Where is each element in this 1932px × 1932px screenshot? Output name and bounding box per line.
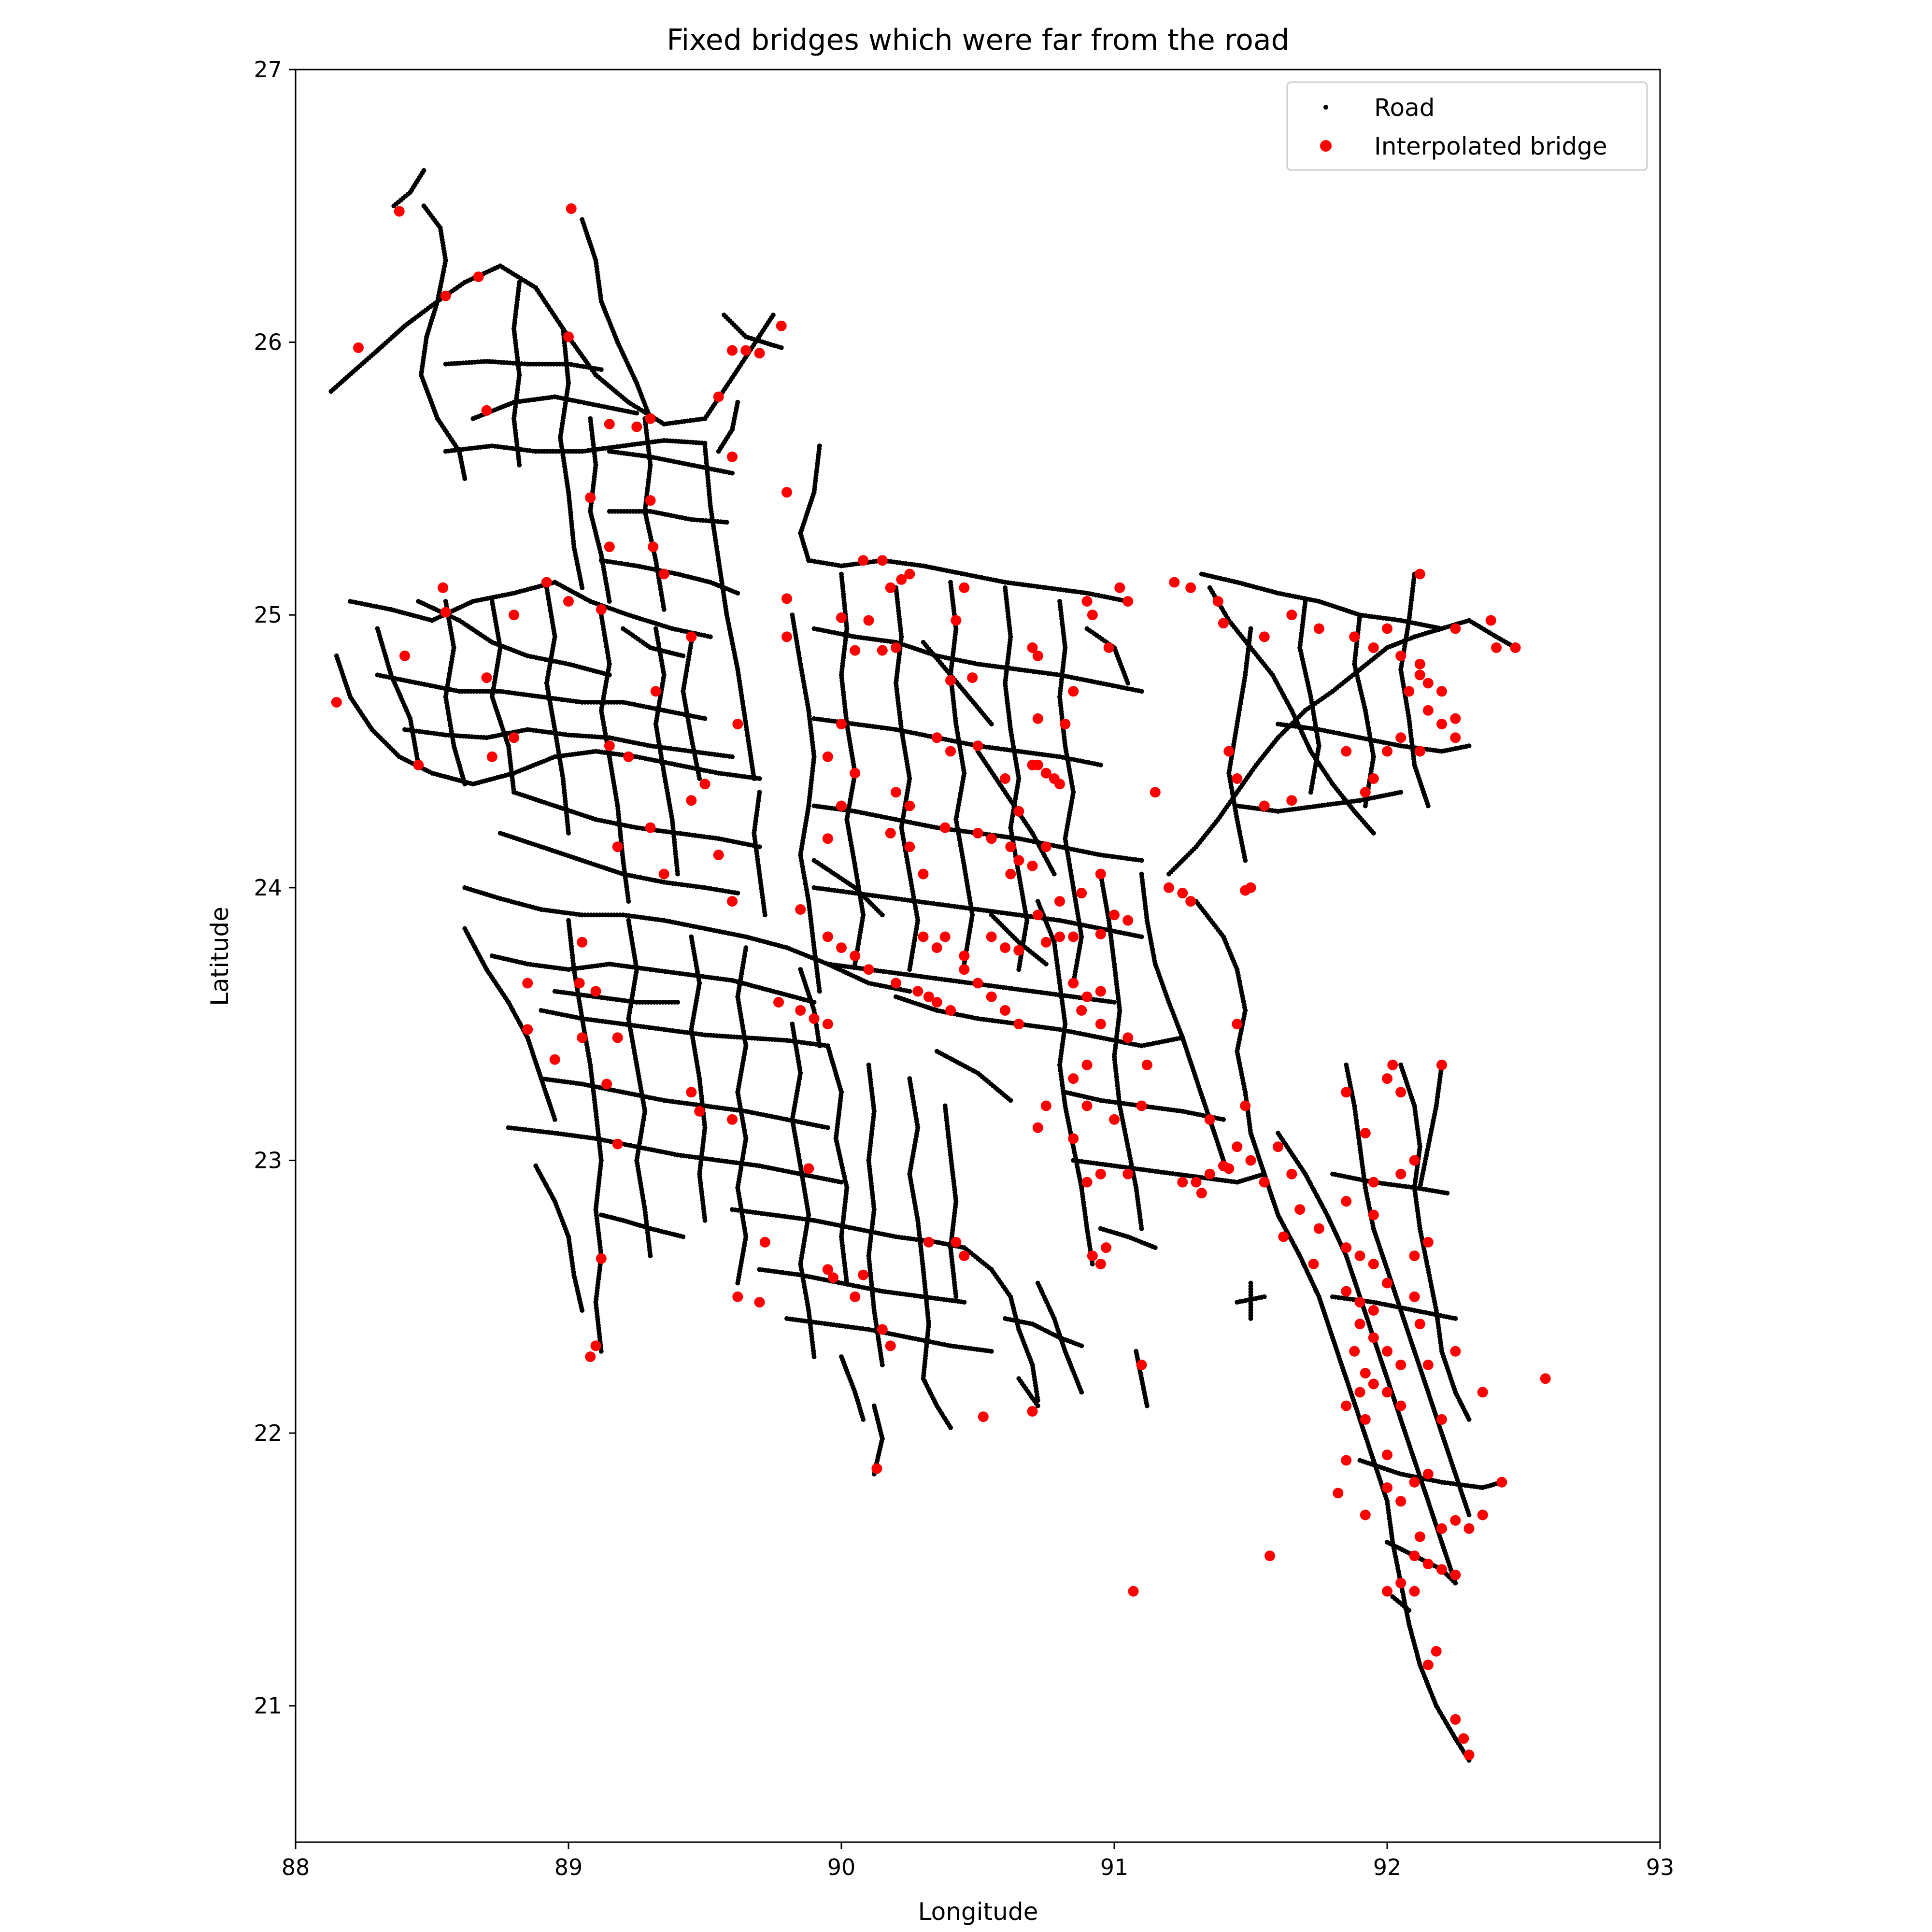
road-point — [953, 1294, 959, 1299]
road-point — [716, 449, 721, 454]
road-point — [462, 781, 468, 787]
road-series — [328, 168, 1518, 1763]
road-point — [462, 476, 468, 481]
road-point — [598, 1349, 604, 1354]
road-point — [598, 367, 604, 372]
road-point — [907, 989, 912, 994]
road-point — [702, 716, 708, 721]
road-point — [1079, 1390, 1084, 1395]
road-point — [702, 1218, 708, 1223]
road-point — [661, 607, 667, 612]
road-point — [566, 830, 571, 836]
road-point — [948, 1425, 953, 1430]
road-point — [757, 776, 762, 781]
road-point — [989, 1349, 994, 1354]
road-point — [681, 1234, 686, 1239]
chart-title: Fixed bridges which were far from the ro… — [667, 23, 1289, 57]
road-point — [779, 345, 784, 350]
road-point — [675, 1000, 680, 1005]
road-point — [730, 470, 735, 476]
road-point — [817, 1043, 822, 1049]
road-point — [724, 520, 729, 525]
road-point — [648, 1253, 653, 1259]
road-point — [880, 1362, 885, 1367]
road-point — [861, 1417, 866, 1422]
road-point — [607, 672, 612, 678]
road-point — [517, 462, 522, 468]
road-point — [1079, 1343, 1084, 1349]
road-point — [607, 599, 612, 604]
road-point — [580, 585, 585, 590]
road-point — [735, 591, 740, 596]
road-point — [708, 634, 713, 639]
road-point — [675, 871, 680, 877]
road-point — [962, 1300, 967, 1305]
road-point — [770, 313, 776, 318]
road-point — [730, 754, 735, 759]
road-point — [735, 891, 740, 896]
road-point — [735, 1280, 740, 1286]
road-point — [552, 1117, 557, 1122]
plot-area — [328, 168, 1551, 1763]
road-point — [421, 168, 426, 173]
road-point — [634, 411, 639, 416]
road-point — [811, 1354, 817, 1359]
road-point — [580, 1308, 585, 1313]
road-point — [626, 899, 631, 904]
road-point — [825, 1125, 830, 1130]
